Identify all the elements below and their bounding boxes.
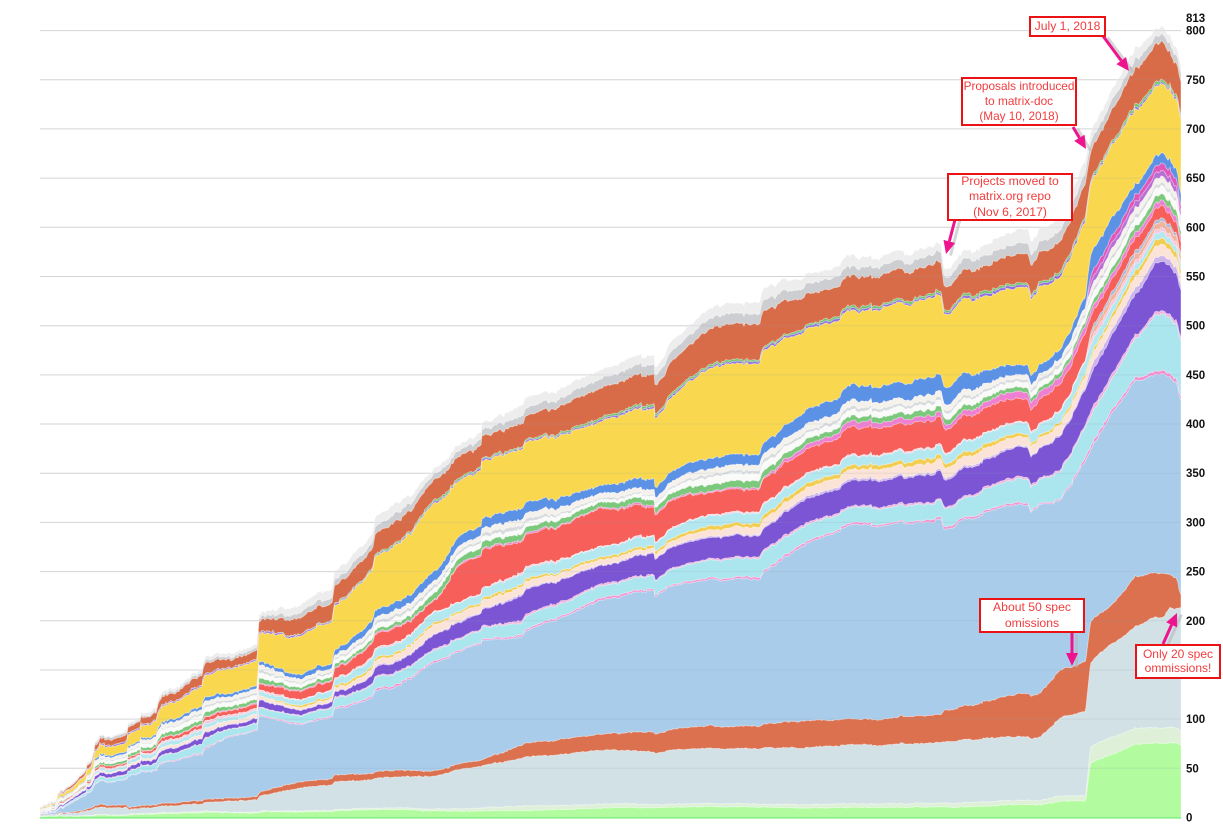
svg-text:550: 550: [1186, 272, 1205, 284]
svg-text:650: 650: [1186, 173, 1205, 185]
svg-text:700: 700: [1186, 124, 1205, 136]
svg-text:750: 750: [1186, 75, 1205, 87]
svg-text:50: 50: [1186, 763, 1199, 775]
svg-text:250: 250: [1186, 567, 1205, 579]
svg-text:600: 600: [1186, 222, 1205, 234]
svg-text:500: 500: [1186, 321, 1205, 333]
svg-text:813: 813: [1186, 13, 1205, 25]
svg-text:400: 400: [1186, 419, 1205, 431]
svg-text:800: 800: [1186, 26, 1205, 38]
svg-text:0: 0: [1186, 813, 1192, 825]
svg-text:200: 200: [1186, 616, 1205, 628]
svg-text:100: 100: [1186, 714, 1205, 726]
svg-text:450: 450: [1186, 370, 1205, 382]
svg-text:350: 350: [1186, 468, 1205, 480]
svg-text:300: 300: [1186, 517, 1205, 529]
